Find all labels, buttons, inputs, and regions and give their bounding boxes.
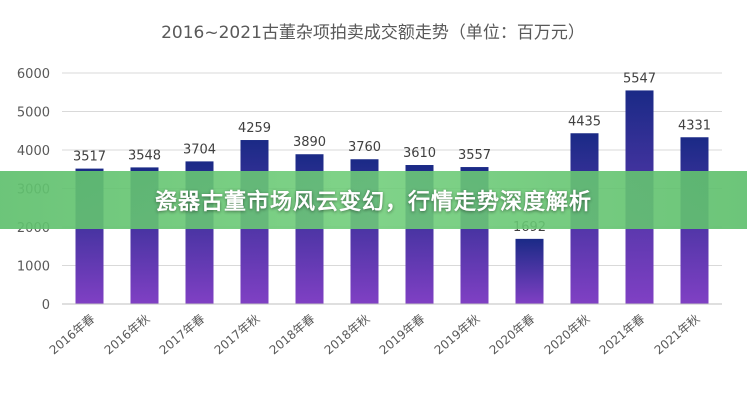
banner-text: 瓷器古董市场风云变幻，行情走势深度解析 [154, 190, 592, 215]
overlay-banner: 瓷器古董市场风云变幻，行情走势深度解析 [0, 171, 747, 229]
data-label: 3548 [128, 148, 161, 163]
data-label: 4435 [568, 114, 601, 129]
x-tick-label: 2020年春 [487, 312, 538, 358]
grid-lines [62, 72, 722, 266]
y-tick-label: 0 [42, 298, 50, 313]
x-tick-label: 2019年春 [377, 312, 428, 358]
x-tick-label: 2021年秋 [652, 312, 703, 358]
data-label: 4331 [678, 118, 711, 133]
x-tick-label: 2017年春 [157, 312, 208, 358]
data-label: 5547 [623, 71, 656, 86]
x-tick-label: 2016年秋 [102, 312, 153, 358]
y-tick-label: 1000 [17, 260, 50, 275]
bar [515, 238, 544, 304]
data-label: 3610 [403, 146, 436, 161]
x-tick-label: 2017年秋 [212, 312, 263, 358]
x-tick-label: 2018年春 [267, 312, 318, 358]
y-tick-label: 4000 [17, 144, 50, 159]
data-label: 3517 [73, 150, 106, 165]
data-label: 3890 [293, 135, 326, 150]
data-label: 3557 [458, 148, 491, 163]
x-axis-ticks: 2016年春 2016年秋 2017年春 2017年秋 2018年春 2018年秋 2019… [47, 312, 703, 358]
data-label: 3704 [183, 142, 216, 157]
data-label: 4259 [238, 121, 271, 136]
x-tick-label: 2021年春 [597, 312, 648, 358]
data-label: 3760 [348, 140, 381, 155]
x-tick-label: 2020年秋 [542, 312, 593, 358]
y-tick-label: 6000 [17, 67, 50, 82]
x-tick-label: 2016年春 [47, 312, 98, 358]
y-tick-label: 5000 [17, 106, 50, 121]
chart-title: 2016~2021古董杂项拍卖成交额走势（单位：百万元） [161, 23, 585, 43]
x-tick-label: 2018年秋 [322, 312, 373, 358]
x-tick-label: 2019年秋 [432, 312, 483, 358]
